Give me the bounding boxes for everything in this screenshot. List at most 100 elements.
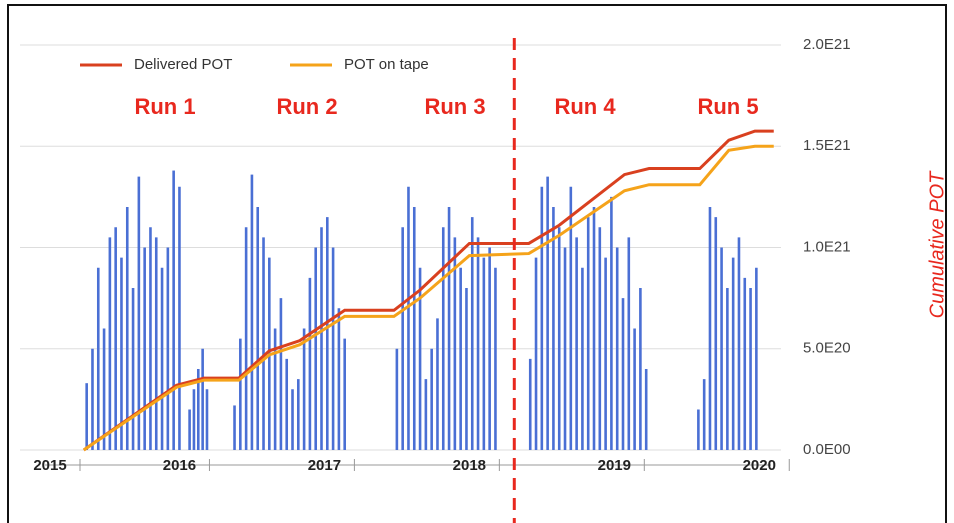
line-series (82, 129, 774, 452)
bar (488, 247, 491, 450)
bar (291, 389, 294, 450)
bar (85, 383, 88, 450)
bar (726, 288, 729, 450)
y-tick-label: 2.0E21 (803, 36, 851, 53)
bar (160, 267, 164, 450)
bar (325, 217, 329, 450)
bar (436, 318, 439, 450)
bar (569, 186, 573, 450)
y-tick-label: 1.0E21 (803, 238, 851, 255)
bar (639, 288, 642, 450)
bar (262, 237, 265, 450)
frame (7, 4, 947, 523)
bar (737, 237, 741, 450)
bar (528, 358, 532, 450)
bar (749, 288, 752, 450)
bar (575, 237, 578, 450)
bar (557, 227, 561, 450)
bar (201, 348, 204, 450)
bar (256, 207, 260, 450)
bar (102, 328, 106, 450)
bar (125, 207, 129, 450)
bar (343, 338, 346, 450)
bar (627, 237, 631, 450)
bar (453, 237, 457, 450)
bar (273, 328, 277, 450)
bar (233, 405, 236, 450)
bar (131, 288, 135, 450)
bar (459, 267, 462, 450)
x-tick-label: 2017 (308, 457, 341, 474)
y-tick-label: 1.5E21 (803, 137, 851, 154)
x-tick-label: 2015 (33, 457, 66, 474)
bar (604, 257, 607, 450)
bar (178, 186, 181, 450)
bar (708, 207, 712, 450)
bar (166, 247, 170, 450)
bar (563, 247, 567, 450)
legend-label: POT on tape (344, 56, 429, 73)
bar (546, 176, 549, 450)
bar (697, 409, 700, 450)
bar (720, 247, 723, 450)
bar (586, 217, 590, 450)
bar (592, 207, 596, 450)
bar (188, 409, 191, 450)
bar (534, 257, 538, 450)
run-label: Run 2 (276, 94, 337, 119)
bar (239, 338, 242, 450)
bar (337, 308, 341, 450)
bar (205, 389, 209, 450)
bar (552, 207, 555, 450)
bar (743, 277, 747, 450)
bar (331, 247, 335, 450)
bar (308, 277, 312, 450)
bar (430, 348, 433, 450)
bar (482, 257, 486, 450)
bar (279, 298, 283, 450)
bar (447, 207, 451, 450)
bar (149, 227, 152, 450)
bar (401, 227, 404, 450)
bar (114, 227, 117, 450)
bar (320, 227, 323, 450)
bar (494, 267, 497, 450)
bar (154, 237, 158, 450)
bar (540, 186, 544, 450)
bar (137, 176, 141, 450)
bar (610, 196, 613, 450)
bar (598, 227, 602, 450)
bar (244, 227, 248, 450)
bar (755, 267, 758, 450)
bar (476, 237, 480, 450)
bar (615, 247, 619, 450)
x-tick-label: 2016 (163, 457, 196, 474)
bar (714, 217, 718, 450)
bar (621, 298, 625, 450)
bar (470, 217, 474, 450)
bar (644, 369, 648, 450)
bar (96, 267, 100, 450)
run-label: Run 1 (134, 94, 195, 119)
bar (297, 379, 300, 450)
bar (172, 170, 175, 451)
x-tick-label: 2018 (453, 457, 486, 474)
y-axis-label: Cumulative POT (926, 170, 948, 318)
bar (192, 389, 196, 450)
x-tick-label: 2019 (598, 457, 631, 474)
bar (424, 379, 428, 450)
bar (581, 267, 584, 450)
run-label: Run 4 (554, 94, 616, 119)
bar (143, 247, 146, 450)
bar (285, 358, 289, 450)
bar (731, 257, 735, 450)
bar (395, 348, 399, 450)
bar (407, 186, 410, 450)
bar (108, 237, 112, 450)
bar (412, 207, 416, 450)
y-tick-label: 0.0E00 (803, 441, 851, 458)
run-label: Run 5 (697, 94, 758, 119)
y-tick-label: 5.0E20 (803, 340, 851, 357)
bar (441, 227, 445, 450)
